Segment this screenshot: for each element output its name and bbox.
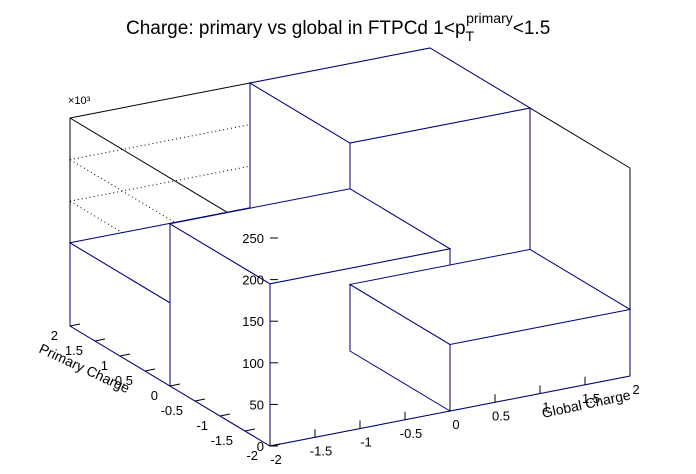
y-tick-mark <box>69 323 81 327</box>
y-tick-mark <box>219 413 231 417</box>
chart-title-suffix: <1.5 <box>513 18 551 39</box>
y-tick-label: 0.5 <box>115 373 133 388</box>
x-tick-label: 0.5 <box>492 408 510 423</box>
x-tick-label: 1 <box>542 400 549 415</box>
bar-top-face <box>248 47 532 144</box>
y-tick-label: -0.5 <box>161 403 183 418</box>
z-tick-label: 250 <box>242 231 264 246</box>
y-tick-label: -1.5 <box>211 433 233 448</box>
z-gridline-left-wall <box>69 159 271 281</box>
chart-title-subscript: T <box>466 28 475 44</box>
y-tick-label: 2 <box>51 328 58 343</box>
z-tick-label: 150 <box>242 314 264 329</box>
y-tick-mark <box>244 428 256 432</box>
x-tick-label: 0 <box>452 417 459 432</box>
chart-title: Charge: primary vs global in FTPCd 1<pTp… <box>126 10 550 44</box>
z-tick-label: 100 <box>242 356 264 371</box>
axis-ticks: 050100150200250-2-1.5-1-0.500.511.52-2-1… <box>51 231 640 467</box>
bar-top-face <box>348 248 632 345</box>
x-tick-label: -1 <box>360 435 372 450</box>
y-tick-mark <box>94 338 106 342</box>
chart-title-superscript: primary <box>466 10 513 26</box>
z-tick-label: 0 <box>257 439 264 454</box>
y-tick-mark <box>119 353 131 357</box>
y-tick-mark <box>194 398 206 402</box>
y-tick-label: -1 <box>196 418 208 433</box>
bar-top-face <box>168 188 452 285</box>
y-tick-label: -2 <box>246 448 258 463</box>
x-tick-label: 2 <box>632 382 639 397</box>
x-tick-label: 1.5 <box>582 391 600 406</box>
bar <box>348 248 632 412</box>
y-tick-mark <box>269 443 281 447</box>
y-tick-mark <box>144 368 156 372</box>
z-tick-label: 200 <box>242 273 264 288</box>
x-tick-label: -1.5 <box>310 443 332 458</box>
y-tick-mark <box>169 383 181 387</box>
z-multiplier: ×10³ <box>68 95 91 107</box>
y-tick-label: 0 <box>151 388 158 403</box>
bar-group <box>68 47 632 447</box>
x-tick-label: -0.5 <box>400 426 422 441</box>
z-tick-label: 50 <box>250 397 264 412</box>
x-tick-label: -2 <box>270 452 282 467</box>
y-tick-label: 1.5 <box>65 343 83 358</box>
chart-title-prefix: Charge: primary vs global in FTPCd 1<p <box>126 18 466 39</box>
y-tick-label: 1 <box>101 358 108 373</box>
